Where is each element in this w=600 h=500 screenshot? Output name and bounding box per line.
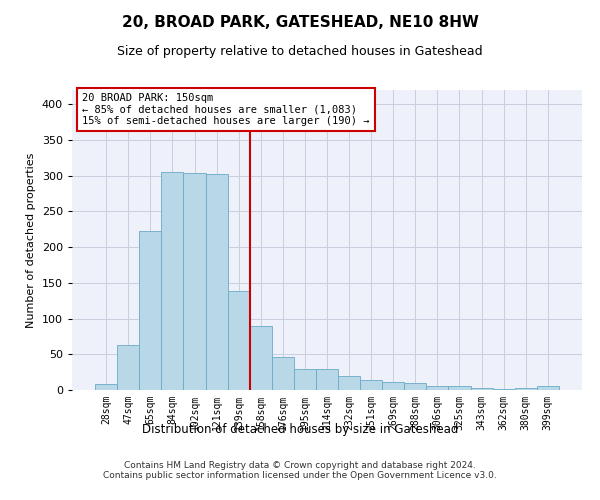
Bar <box>470 388 493 390</box>
Bar <box>382 382 404 390</box>
Bar <box>294 368 316 390</box>
Bar <box>537 386 559 390</box>
Bar <box>95 384 117 390</box>
Text: Distribution of detached houses by size in Gateshead: Distribution of detached houses by size … <box>142 422 458 436</box>
Text: 20 BROAD PARK: 150sqm
← 85% of detached houses are smaller (1,083)
15% of semi-d: 20 BROAD PARK: 150sqm ← 85% of detached … <box>82 93 370 126</box>
Bar <box>161 172 184 390</box>
Bar <box>250 326 272 390</box>
Bar <box>493 388 515 390</box>
Bar <box>139 232 161 390</box>
Bar <box>316 370 338 390</box>
Bar <box>360 380 382 390</box>
Bar <box>515 388 537 390</box>
Text: Size of property relative to detached houses in Gateshead: Size of property relative to detached ho… <box>117 45 483 58</box>
Bar <box>338 376 360 390</box>
Text: 20, BROAD PARK, GATESHEAD, NE10 8HW: 20, BROAD PARK, GATESHEAD, NE10 8HW <box>122 15 478 30</box>
Bar <box>117 345 139 390</box>
Y-axis label: Number of detached properties: Number of detached properties <box>26 152 36 328</box>
Bar <box>272 357 294 390</box>
Bar <box>227 290 250 390</box>
Bar <box>448 386 470 390</box>
Bar <box>404 383 427 390</box>
Bar <box>427 386 448 390</box>
Text: Contains HM Land Registry data © Crown copyright and database right 2024.
Contai: Contains HM Land Registry data © Crown c… <box>103 460 497 480</box>
Bar <box>184 173 206 390</box>
Bar <box>206 174 227 390</box>
